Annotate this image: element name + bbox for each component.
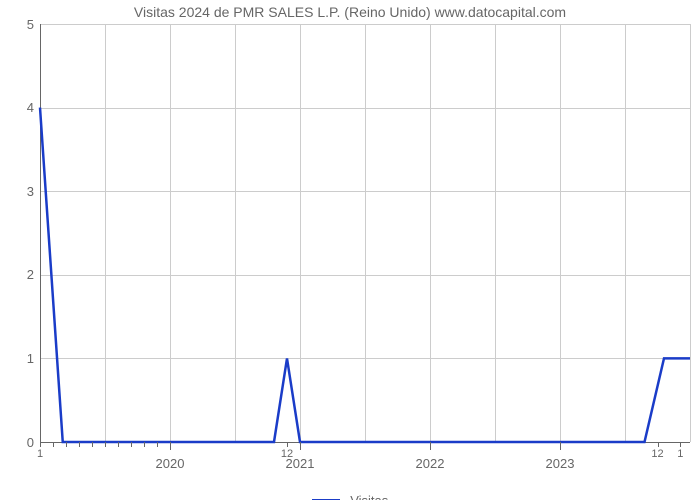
x-tick-label: 2023 [546,456,575,471]
series-line-visitas [40,108,690,442]
plot-area [40,24,690,442]
x-minor-tick [287,442,288,447]
y-tick-label: 1 [27,351,34,366]
x-minor-tick [92,442,93,447]
y-tick-label: 5 [27,17,34,32]
x-minor-tick [66,442,67,447]
x-major-tick [300,442,301,450]
y-tick-label: 4 [27,100,34,115]
legend: Visitas [0,492,700,500]
x-minor-tick [658,442,659,447]
x-tick-label: 2022 [416,456,445,471]
chart-container: { "chart": { "type": "line", "title": "V… [0,0,700,500]
y-tick-label: 2 [27,267,34,282]
x-minor-tick [131,442,132,447]
x-minor-label: 12 [651,448,663,460]
x-major-tick [430,442,431,450]
x-major-tick [560,442,561,450]
y-tick-label: 0 [27,435,34,450]
x-major-tick [170,442,171,450]
x-minor-label: 1 [37,448,43,460]
x-minor-tick [40,442,41,447]
x-minor-tick [118,442,119,447]
x-minor-label: 12 [281,448,293,460]
x-minor-tick [79,442,80,447]
legend-label: Visitas [350,493,388,500]
x-minor-tick [680,442,681,447]
series-layer [40,24,690,442]
y-tick-label: 3 [27,184,34,199]
x-tick-label: 2020 [156,456,185,471]
x-minor-tick [53,442,54,447]
x-minor-tick [157,442,158,447]
x-minor-tick [105,442,106,447]
x-minor-tick [144,442,145,447]
x-minor-label: 1 [677,448,683,460]
chart-title: Visitas 2024 de PMR SALES L.P. (Reino Un… [0,4,700,20]
gridline-vertical [690,24,691,442]
